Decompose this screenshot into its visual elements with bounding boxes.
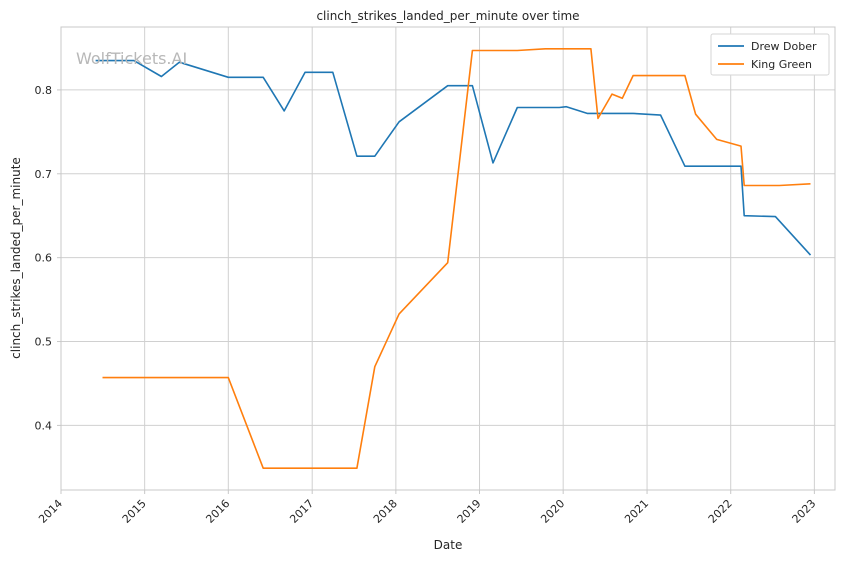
legend-label-king-green: King Green	[751, 58, 812, 71]
x-tick-label: 2021	[622, 497, 651, 526]
y-tick-label: 0.4	[35, 419, 53, 432]
x-tick-label: 2020	[538, 497, 567, 526]
y-tick-label: 0.7	[35, 168, 53, 181]
series-line-king-green	[102, 47, 811, 470]
y-tick-label: 0.8	[35, 84, 53, 97]
series-layer	[95, 47, 812, 470]
x-tick-label: 2016	[203, 497, 232, 526]
x-axis-label: Date	[434, 538, 463, 552]
y-axis-label: clinch_strikes_landed_per_minute	[9, 157, 23, 359]
x-tick-label: 2019	[455, 497, 484, 526]
tick-layer: 2014 2015 2016 2017 2018 2019 2020 2021 2022 2023…	[35, 84, 819, 526]
y-tick-label: 0.5	[35, 336, 53, 349]
chart-title: clinch_strikes_landed_per_minute over ti…	[316, 9, 579, 23]
x-tick-label: 2018	[371, 497, 400, 526]
legend-label-drew-dober: Drew Dober	[751, 40, 817, 53]
x-tick-label: 2015	[120, 497, 149, 526]
x-tick-label: 2014	[36, 497, 65, 526]
plot-frame	[60, 26, 836, 491]
x-tick-label: 2023	[790, 497, 819, 526]
x-tick-label: 2022	[706, 497, 735, 526]
legend: Drew Dober King Green	[710, 33, 830, 76]
watermark-text: WolfTickets.AI	[76, 49, 187, 68]
x-tick-label: 2017	[287, 497, 316, 526]
series-line-drew-dober	[95, 59, 812, 256]
y-tick-label: 0.6	[35, 252, 53, 265]
